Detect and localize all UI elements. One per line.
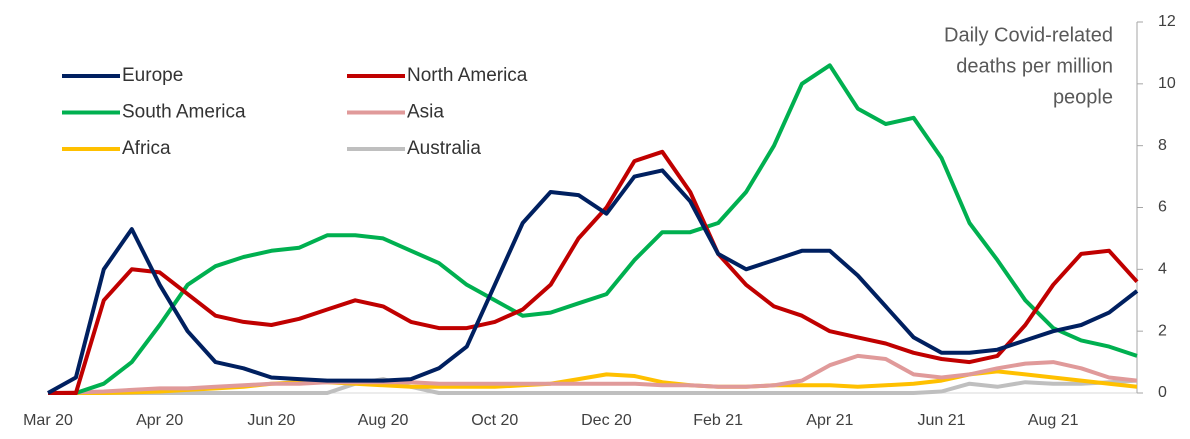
- y-tick-label: 12: [1158, 13, 1176, 30]
- legend-label: Asia: [407, 102, 444, 123]
- x-tick-label: Dec 20: [581, 412, 632, 429]
- series-line: [48, 377, 1138, 395]
- series-line: [48, 149, 1139, 395]
- series-line: [47, 168, 1139, 395]
- x-tick-label: Apr 21: [806, 412, 853, 429]
- legend-label: Africa: [122, 138, 171, 159]
- y-axis-label: deaths per million: [956, 55, 1113, 77]
- y-tick-label: 8: [1158, 137, 1167, 154]
- x-tick-label: Jun 21: [918, 412, 966, 429]
- legend-label: Australia: [407, 138, 481, 159]
- y-axis-label: Daily Covid-related: [944, 24, 1113, 46]
- series-line: [47, 353, 1138, 395]
- series-line: [48, 63, 1138, 395]
- x-tick-label: Oct 20: [471, 412, 518, 429]
- y-tick-label: 4: [1158, 261, 1167, 278]
- legend-label: South America: [122, 102, 246, 123]
- x-tick-label: Feb 21: [693, 412, 743, 429]
- x-tick-label: Aug 21: [1028, 412, 1079, 429]
- x-tick-label: Aug 20: [358, 412, 409, 429]
- x-tick-label: Mar 20: [23, 412, 73, 429]
- y-tick-label: 6: [1158, 199, 1167, 216]
- y-axis-label: people: [1053, 86, 1113, 108]
- y-tick-label: 0: [1158, 384, 1167, 401]
- legend-label: North America: [407, 65, 528, 86]
- x-tick-label: Apr 20: [136, 412, 183, 429]
- y-tick-label: 10: [1158, 75, 1176, 92]
- legend-label: Europe: [122, 65, 183, 86]
- x-tick-label: Jun 20: [247, 412, 295, 429]
- y-tick-label: 2: [1158, 322, 1167, 339]
